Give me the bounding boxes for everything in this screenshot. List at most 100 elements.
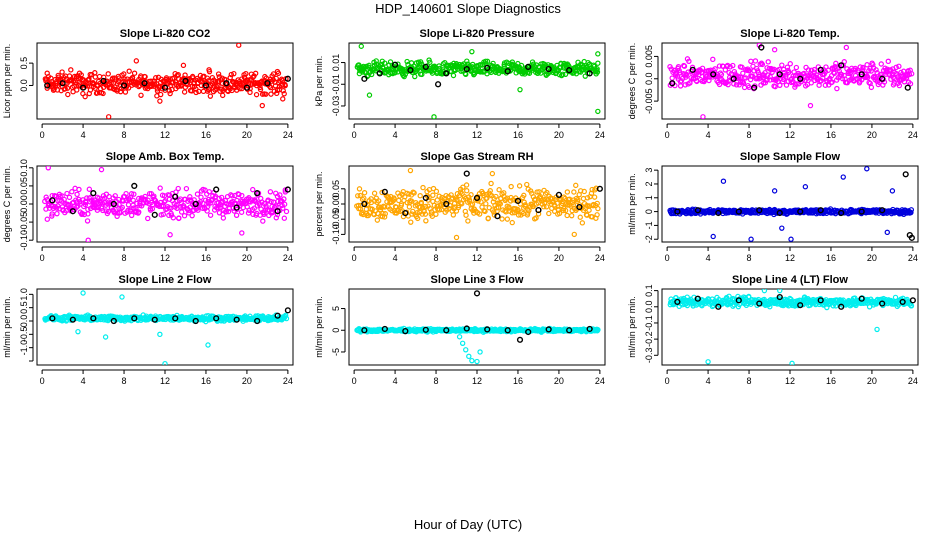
data-point [247, 85, 253, 92]
data-point [117, 88, 124, 95]
plot-frame [348, 288, 606, 366]
data-point [829, 79, 835, 85]
data-point [859, 77, 865, 83]
data-point [716, 81, 723, 88]
x-tick-label: 0 [40, 253, 45, 263]
data-point [841, 59, 847, 65]
mean-point [525, 328, 532, 336]
x-tick-label: 16 [826, 376, 836, 386]
data-point [556, 210, 563, 217]
mean-point [566, 67, 573, 74]
mean-point [776, 71, 783, 78]
x-tick-label: 20 [242, 253, 252, 263]
x-tick-label: 12 [472, 130, 482, 140]
data-point [516, 183, 523, 189]
data-point [595, 205, 601, 212]
data-point [907, 81, 914, 87]
data-point [559, 71, 566, 77]
mean-point [879, 207, 886, 214]
mean-point [100, 77, 107, 85]
data-point [176, 215, 182, 221]
data-point [249, 197, 255, 203]
data-point [542, 196, 548, 203]
x-tick-label: 4 [81, 253, 86, 263]
data-point [594, 200, 600, 207]
data-point [49, 213, 55, 219]
data-point [834, 85, 840, 92]
data-points [354, 167, 603, 241]
outlier-point [595, 108, 601, 115]
mean-point [797, 75, 804, 82]
mean-point [284, 307, 291, 314]
mean-point [79, 84, 87, 91]
outlier-point [571, 231, 577, 238]
x-tick-label: 24 [283, 253, 293, 263]
y-tick-label: 0.01 [331, 54, 341, 72]
data-points [354, 290, 601, 365]
data-point [195, 207, 201, 213]
mean-point [494, 213, 501, 220]
plot-frame [36, 165, 294, 243]
data-point [440, 201, 447, 208]
data-point [783, 74, 789, 80]
data-point [870, 61, 876, 68]
y-tick-label: -0.005 [644, 88, 654, 114]
mean-point [899, 298, 906, 306]
data-point [105, 208, 112, 215]
data-point [361, 190, 368, 196]
data-point [101, 74, 107, 80]
data-point [740, 70, 746, 76]
data-point [833, 60, 839, 67]
mean-point [69, 316, 76, 323]
data-point [423, 218, 429, 224]
data-point [96, 73, 103, 80]
mean-point [776, 293, 783, 301]
data-point [564, 212, 570, 219]
mean-point [751, 84, 758, 91]
data-point [398, 201, 405, 207]
x-tick-label: 12 [785, 376, 795, 386]
data-point [493, 193, 499, 200]
mean-point [434, 81, 442, 88]
data-point [215, 71, 222, 77]
data-point [544, 189, 550, 196]
data-point [274, 211, 281, 218]
data-point [726, 293, 732, 300]
data-point [554, 200, 560, 206]
mean-point [233, 204, 240, 211]
data-point [508, 183, 514, 190]
data-point [908, 71, 915, 77]
x-tick-label: 4 [706, 130, 711, 140]
y-tick-label: -0.01 [331, 74, 341, 95]
data-point [677, 83, 684, 89]
data-point [133, 206, 139, 212]
data-point [412, 73, 418, 80]
data-point [772, 83, 778, 90]
data-point [436, 193, 442, 199]
mean-point [376, 70, 383, 77]
data-point [801, 70, 807, 77]
data-point [100, 207, 106, 214]
outlier-point [105, 114, 112, 119]
data-point [733, 82, 740, 88]
data-point [125, 202, 132, 208]
data-point [178, 209, 185, 215]
data-point [357, 192, 363, 199]
chart-1: Slope Li-820 CO2 0 4 8 12 16 20 24 0.0 0.5 Licor p… [2, 28, 294, 140]
x-tick-label: 8 [747, 376, 752, 386]
data-point [463, 182, 470, 188]
outlier-point [98, 166, 105, 173]
data-point [752, 58, 759, 64]
y-tick-label: 3 [644, 168, 654, 173]
data-point [750, 63, 756, 70]
mean-point [131, 315, 138, 322]
data-point [361, 195, 367, 201]
data-point [594, 66, 600, 72]
outlier-point [280, 96, 286, 102]
data-point [44, 216, 50, 222]
data-point [460, 184, 466, 190]
data-point [876, 79, 883, 86]
data-point [767, 73, 773, 80]
data-point [406, 204, 413, 210]
x-tick-label: 8 [747, 130, 752, 140]
